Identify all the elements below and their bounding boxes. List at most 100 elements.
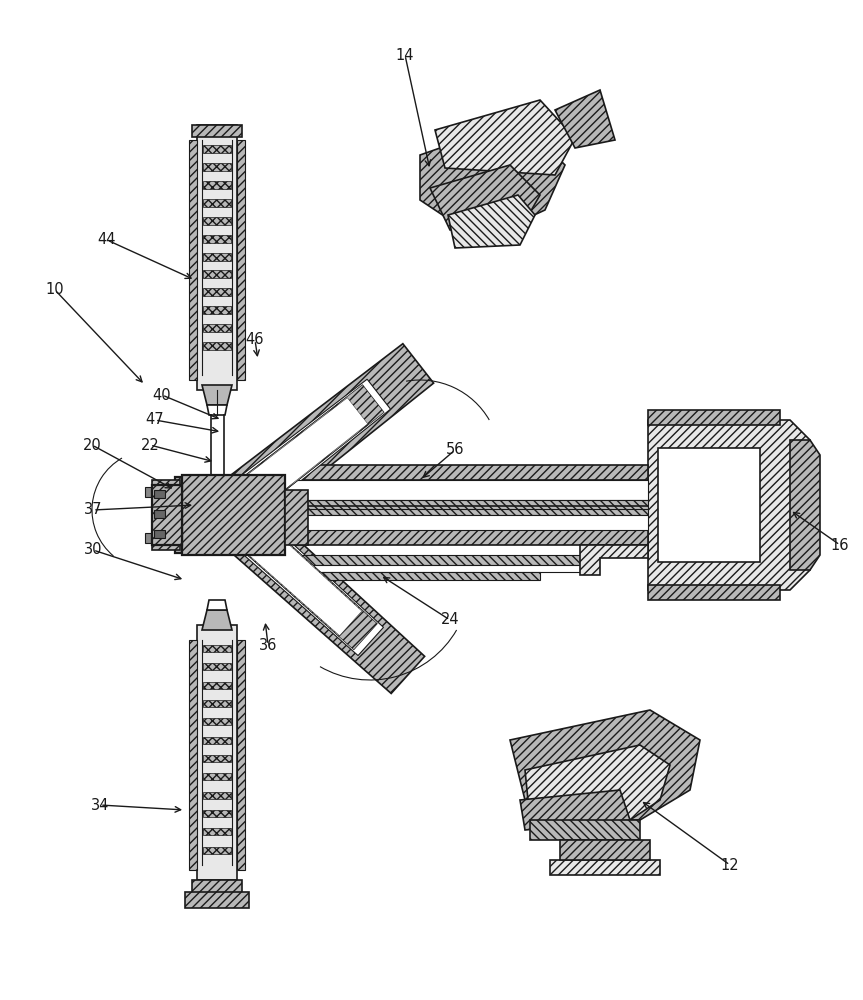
Polygon shape — [203, 810, 231, 817]
Polygon shape — [223, 505, 383, 656]
Polygon shape — [226, 434, 321, 519]
Polygon shape — [182, 475, 285, 555]
Polygon shape — [435, 100, 575, 175]
Polygon shape — [226, 509, 273, 556]
Polygon shape — [225, 508, 347, 622]
Polygon shape — [225, 508, 274, 556]
Polygon shape — [224, 507, 377, 650]
Polygon shape — [237, 640, 245, 870]
Polygon shape — [225, 508, 362, 636]
Polygon shape — [226, 398, 368, 519]
Polygon shape — [224, 379, 391, 522]
Polygon shape — [226, 422, 337, 519]
Polygon shape — [189, 140, 197, 380]
Polygon shape — [197, 125, 237, 390]
Polygon shape — [227, 484, 258, 518]
Polygon shape — [203, 252, 231, 260]
Polygon shape — [203, 755, 231, 762]
Polygon shape — [225, 508, 318, 596]
Polygon shape — [225, 508, 303, 583]
Polygon shape — [648, 585, 780, 600]
Polygon shape — [203, 737, 231, 744]
Text: 16: 16 — [831, 538, 849, 552]
Polygon shape — [237, 140, 245, 380]
Polygon shape — [226, 459, 290, 519]
Polygon shape — [227, 447, 305, 518]
Polygon shape — [300, 565, 580, 572]
Polygon shape — [203, 163, 231, 171]
Polygon shape — [280, 480, 648, 500]
Polygon shape — [203, 828, 231, 835]
Polygon shape — [192, 125, 242, 137]
Polygon shape — [658, 448, 760, 562]
Polygon shape — [225, 397, 369, 519]
Polygon shape — [203, 235, 231, 243]
Polygon shape — [225, 508, 318, 596]
Text: 36: 36 — [259, 638, 277, 652]
Polygon shape — [510, 710, 700, 820]
Text: 37: 37 — [84, 502, 102, 518]
Polygon shape — [192, 880, 242, 895]
Text: 20: 20 — [83, 438, 101, 452]
Polygon shape — [203, 682, 231, 689]
Polygon shape — [203, 342, 231, 350]
Polygon shape — [189, 640, 197, 870]
Text: 40: 40 — [153, 387, 172, 402]
Polygon shape — [430, 165, 540, 230]
Polygon shape — [203, 324, 231, 332]
Polygon shape — [280, 515, 648, 530]
Polygon shape — [203, 663, 231, 670]
Polygon shape — [280, 500, 648, 515]
Polygon shape — [225, 508, 288, 570]
Polygon shape — [448, 195, 535, 248]
Polygon shape — [225, 508, 333, 610]
Polygon shape — [226, 422, 337, 519]
Polygon shape — [154, 510, 165, 518]
Text: 56: 56 — [446, 442, 464, 458]
Polygon shape — [226, 509, 287, 569]
Polygon shape — [154, 530, 165, 538]
Polygon shape — [520, 790, 630, 830]
Polygon shape — [203, 773, 231, 780]
Text: 14: 14 — [396, 47, 414, 62]
Polygon shape — [207, 405, 227, 415]
Polygon shape — [175, 477, 285, 553]
Polygon shape — [180, 485, 280, 545]
Polygon shape — [790, 440, 820, 570]
Polygon shape — [145, 533, 152, 543]
Polygon shape — [218, 501, 425, 693]
Polygon shape — [203, 645, 231, 652]
Polygon shape — [203, 145, 231, 153]
Polygon shape — [203, 181, 231, 189]
Text: 24: 24 — [441, 612, 459, 628]
Polygon shape — [560, 840, 650, 860]
Text: 10: 10 — [46, 282, 65, 298]
Polygon shape — [220, 344, 433, 527]
Polygon shape — [202, 610, 232, 630]
Polygon shape — [227, 472, 274, 518]
Polygon shape — [280, 465, 648, 480]
Polygon shape — [203, 792, 231, 799]
Polygon shape — [202, 385, 232, 405]
Polygon shape — [226, 446, 306, 519]
Polygon shape — [525, 745, 670, 820]
Polygon shape — [203, 306, 231, 314]
Polygon shape — [225, 508, 303, 582]
Polygon shape — [203, 270, 231, 278]
Text: 46: 46 — [246, 332, 264, 348]
Polygon shape — [648, 420, 810, 590]
Polygon shape — [203, 847, 231, 854]
Polygon shape — [203, 288, 231, 296]
Polygon shape — [205, 475, 230, 490]
Polygon shape — [226, 471, 274, 519]
Polygon shape — [226, 509, 258, 542]
Text: 30: 30 — [84, 542, 102, 558]
Polygon shape — [197, 625, 237, 880]
Polygon shape — [185, 892, 249, 908]
Polygon shape — [152, 485, 182, 545]
Polygon shape — [226, 409, 353, 519]
Polygon shape — [225, 508, 332, 609]
Polygon shape — [300, 555, 580, 565]
Polygon shape — [420, 120, 565, 240]
Text: 47: 47 — [146, 412, 164, 428]
